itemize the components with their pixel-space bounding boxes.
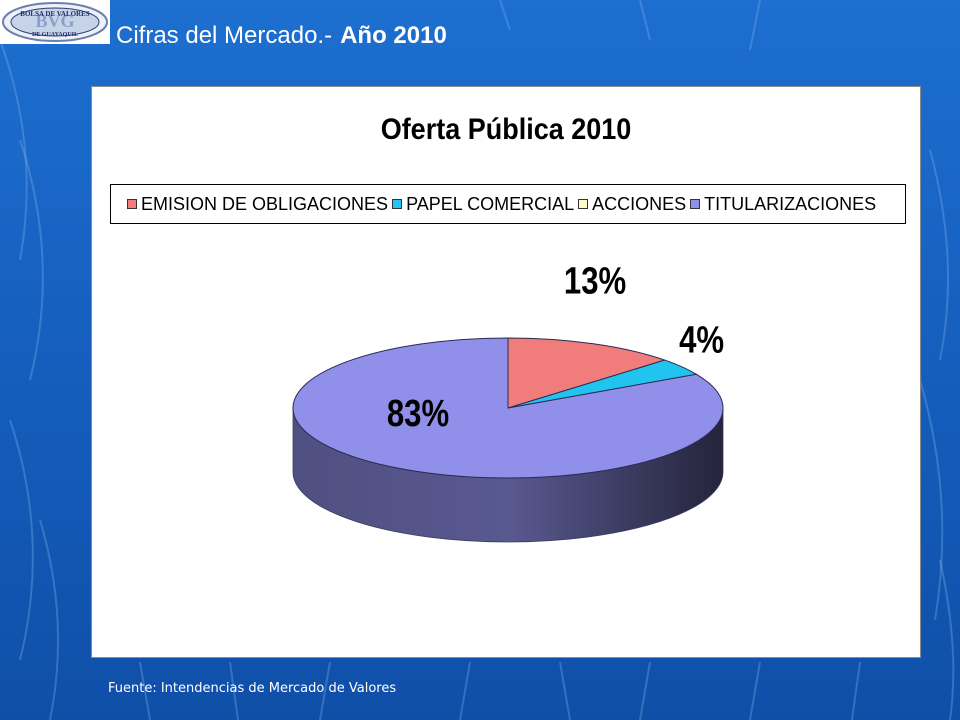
page-title-text: Cifras del Mercado.-: [116, 22, 333, 49]
legend-item: PAPEL COMERCIAL: [392, 194, 574, 215]
legend-swatch: [578, 199, 589, 209]
legend-item: TITULARIZACIONES: [690, 194, 876, 215]
logo-bottom-text: DE GUAYAQUIL: [32, 32, 78, 38]
chart-legend: EMISION DE OBLIGACIONES PAPEL COMERCIAL AC…: [110, 184, 906, 224]
company-logo: BVG BOLSA DE VALORES DE GUAYAQUIL: [0, 0, 110, 44]
pie-slice: [507, 337, 667, 409]
chart-panel: Oferta Pública 2010 EMISION DE OBLIGACIO…: [91, 86, 921, 658]
logo-top-text: BOLSA DE VALORES: [20, 10, 89, 18]
page-title: Cifras del Mercado.- Año 2010: [116, 22, 447, 50]
source-note: Fuente: Intendencias de Mercado de Valor…: [108, 681, 397, 696]
legend-swatch: [690, 199, 701, 209]
legend-item: ACCIONES: [578, 194, 686, 215]
logo-monogram: BVG: [35, 11, 74, 31]
pie-data-label: 4%: [679, 320, 724, 362]
legend-item: EMISION DE OBLIGACIONES: [127, 194, 388, 215]
legend-label: PAPEL COMERCIAL: [406, 193, 575, 214]
pie-data-label: 13%: [564, 261, 626, 303]
pie-chart: 13% 4% 83%: [292, 261, 724, 543]
pie-data-label: 83%: [387, 393, 449, 435]
page-title-year: Año 2010: [340, 22, 447, 49]
pie-slice: [292, 337, 724, 479]
legend-swatch: [392, 199, 403, 209]
chart-title: Oferta Pública 2010: [380, 113, 632, 146]
legend-swatch: [127, 199, 137, 209]
legend-label: EMISION DE OBLIGACIONES: [141, 193, 389, 214]
legend-label: ACCIONES: [592, 193, 687, 214]
legend-label: TITULARIZACIONES: [704, 193, 877, 214]
